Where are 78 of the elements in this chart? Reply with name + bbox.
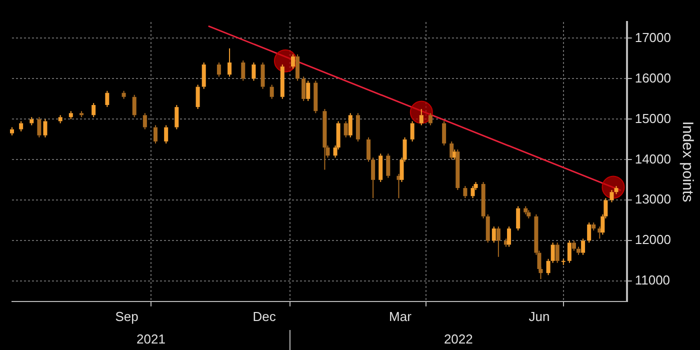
text: 2021 — [136, 332, 166, 347]
candlestick — [216, 62, 221, 78]
candlestick — [567, 240, 572, 264]
candlestick — [410, 120, 414, 142]
candlestick — [344, 120, 348, 138]
candlestick — [366, 136, 371, 162]
candlestick — [572, 240, 576, 252]
candlestick — [496, 226, 500, 258]
candlestick — [419, 108, 424, 126]
candlestick — [524, 206, 528, 215]
candlestick — [142, 112, 147, 130]
candlestick — [555, 242, 560, 264]
candlestick — [202, 62, 206, 90]
candlestick — [610, 190, 614, 203]
candlestick — [371, 157, 376, 199]
y-tick-label: 16000 — [634, 70, 672, 86]
candlestick — [442, 120, 446, 146]
candlestick — [526, 210, 531, 219]
candlestick — [79, 110, 84, 118]
y-tick-label: 14000 — [634, 151, 672, 166]
candlestick — [10, 126, 14, 136]
candlestick — [252, 62, 256, 82]
candlestick — [290, 54, 295, 70]
candlestick — [19, 120, 24, 132]
candlestick — [463, 185, 468, 199]
y-tick-label: 15000 — [634, 110, 672, 126]
candlestick — [470, 185, 475, 199]
candlestick — [614, 185, 618, 195]
candlestick — [164, 124, 168, 144]
y-tick-label: 11000 — [634, 272, 670, 288]
candlestick — [322, 108, 327, 170]
candlestick — [296, 54, 300, 82]
x-tick-label: Jun — [528, 308, 550, 324]
candlestick — [306, 80, 310, 102]
candlestick — [481, 181, 486, 219]
candlestick — [280, 64, 284, 100]
candlestick — [228, 48, 232, 78]
candlestick — [356, 112, 360, 142]
y-tick-label: 13000 — [634, 192, 672, 207]
candlestick — [132, 94, 136, 118]
candlestick — [314, 80, 318, 114]
y-tick-label: 17000 — [634, 30, 672, 45]
candlestick — [587, 222, 592, 244]
x-tick-label: Mar — [389, 308, 412, 324]
candlestick — [302, 76, 306, 102]
candlestick — [58, 114, 62, 124]
candlestick — [456, 149, 460, 191]
candlestick — [30, 116, 34, 126]
x-tick-label: Sep — [115, 308, 138, 324]
candlestick — [196, 84, 200, 110]
candlestick — [546, 258, 550, 276]
candlestick — [386, 153, 390, 178]
y-axis-title: Index points — [678, 121, 696, 202]
candlestick — [507, 226, 512, 248]
candlestick — [260, 62, 265, 90]
candlestick — [486, 214, 490, 244]
candlestick — [348, 112, 352, 138]
candlestick — [174, 104, 179, 130]
candlestick — [592, 222, 596, 232]
candlestick — [68, 110, 73, 120]
candlestick — [122, 90, 126, 100]
candlestick — [492, 226, 496, 244]
candlestick — [550, 242, 555, 264]
candlestick — [378, 153, 383, 182]
candlestick — [105, 90, 110, 108]
candlestick — [92, 102, 96, 118]
y-tick-label: 12000 — [634, 232, 672, 248]
text: 2022 — [444, 332, 473, 347]
candlestick — [241, 60, 246, 82]
candlestick — [37, 116, 42, 138]
candlestick — [43, 118, 48, 138]
candlestick — [270, 84, 274, 100]
candlestick — [516, 206, 520, 232]
candlestick — [428, 112, 432, 126]
x-tick-label: Dec — [252, 308, 276, 324]
candlestick — [154, 124, 158, 144]
candlestick — [581, 238, 586, 256]
candlestick — [576, 246, 581, 256]
